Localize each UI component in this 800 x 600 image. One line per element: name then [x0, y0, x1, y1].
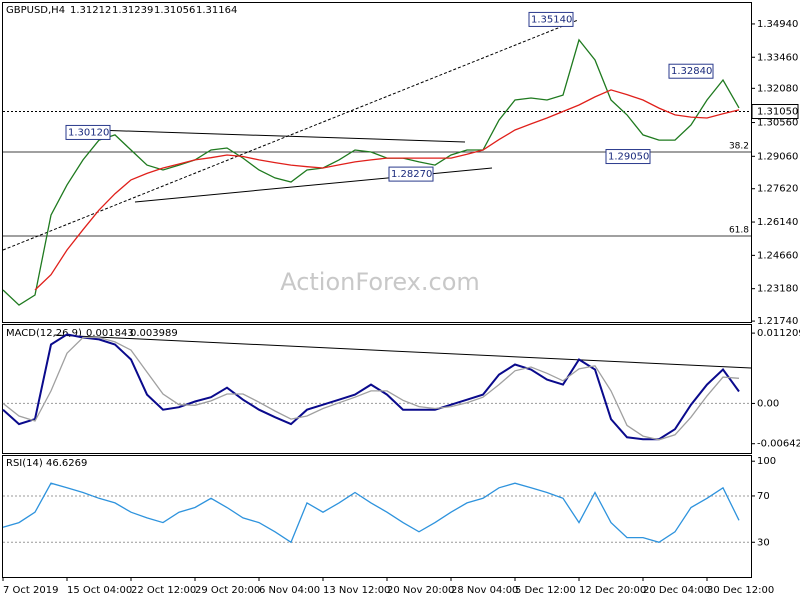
x-tick-label: 20 Nov 20:00: [387, 585, 454, 596]
y-tick-label: 1.34940: [757, 19, 798, 30]
price-label-box: [65, 124, 111, 140]
macd-panel: [2, 324, 752, 454]
x-tick-label: 29 Oct 20:00: [195, 585, 260, 596]
y-tick-label: 70: [757, 491, 770, 502]
y-tick-label: 1.27620: [757, 184, 798, 195]
fib-label: 38.2: [729, 142, 749, 152]
rsi-title: RSI(14): [6, 458, 43, 469]
fib-label: 61.8: [729, 226, 749, 236]
symbol-title: GBPUSD,H4: [6, 5, 65, 16]
watermark: ActionForex.com: [280, 268, 480, 296]
rsi-reading: 46.6269: [46, 458, 87, 469]
ohlc-value: 1.31212: [70, 5, 111, 16]
trend-line: [2, 19, 579, 251]
series-line: [34, 89, 740, 291]
macd-title: MACD(12,26,9): [6, 328, 82, 339]
ohlc-value: 1.31056: [154, 5, 195, 16]
trend-line: [94, 129, 466, 143]
y-tick-label: 1.29060: [757, 151, 798, 162]
series-line: [2, 482, 740, 544]
x-tick-label: 20 Dec 04:00: [643, 585, 710, 596]
price-label-box: [388, 166, 434, 182]
ohlc-value: 1.31164: [196, 5, 237, 16]
x-tick-label: 6 Nov 04:00: [259, 585, 320, 596]
price-panel: [2, 2, 752, 323]
x-tick-label: 13 Nov 12:00: [323, 585, 390, 596]
last-price-tag: [751, 104, 799, 120]
trend-line: [134, 167, 493, 203]
y-tick-label: 0.011209: [757, 328, 800, 339]
y-tick-label: 30: [757, 537, 770, 548]
y-tick-label: 1.30560: [757, 118, 798, 129]
price-label: 1.28270: [391, 169, 432, 180]
y-tick-label: 0.00: [757, 398, 779, 409]
rsi-panel: [2, 455, 752, 578]
macd-reading: 0.001843: [86, 328, 134, 339]
x-tick-label: 28 Nov 04:00: [451, 585, 518, 596]
price-label: 1.32840: [671, 66, 712, 77]
price-label: 1.30120: [68, 127, 109, 138]
x-tick-label: 7 Oct 2019: [3, 585, 58, 596]
y-tick-label: 1.23180: [757, 284, 798, 295]
price-label: 1.29050: [608, 152, 649, 163]
price-label: 1.35140: [531, 14, 572, 25]
series-line: [2, 336, 740, 441]
x-tick-label: 12 Dec 20:00: [579, 585, 646, 596]
x-tick-label: 15 Oct 04:00: [67, 585, 132, 596]
ohlc-value: 1.31239: [112, 5, 153, 16]
y-tick-label: -0.00642: [757, 439, 800, 450]
y-tick-label: 1.24660: [757, 250, 798, 261]
x-tick-label: 5 Dec 12:00: [515, 585, 576, 596]
series-line: [2, 38, 740, 306]
y-tick-label: 1.32080: [757, 83, 798, 94]
y-tick-label: 100: [757, 456, 776, 467]
series-line: [2, 333, 740, 441]
x-tick-label: 22 Oct 12:00: [131, 585, 196, 596]
macd-reading: 0.003989: [130, 328, 178, 339]
y-tick-label: 1.21740: [757, 316, 798, 327]
x-tick-label: 30 Dec 12:00: [707, 585, 774, 596]
price-label-box: [528, 11, 574, 27]
price-label-box: [605, 149, 651, 165]
last-price-label: 1.31050: [757, 107, 798, 118]
price-label-box: [668, 63, 714, 79]
trend-line: [54, 334, 752, 369]
y-tick-label: 1.33460: [757, 52, 798, 63]
y-tick-label: 1.26140: [757, 217, 798, 228]
